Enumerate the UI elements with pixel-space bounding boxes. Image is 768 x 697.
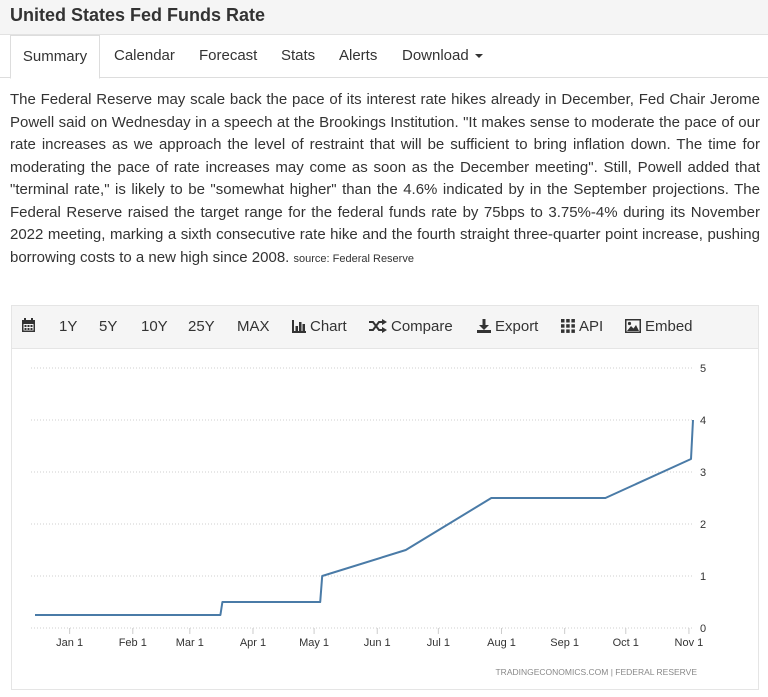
y-tick-label: 2 xyxy=(700,519,706,531)
range-5y-button[interactable]: 5Y xyxy=(99,318,118,335)
x-tick-label: Aug 1 xyxy=(487,637,516,649)
compare-label: Compare xyxy=(391,318,453,335)
chart-toolbar: 1Y 5Y 10Y 25Y MAX Chart Compare Export xyxy=(11,305,759,349)
y-tick-label: 5 xyxy=(700,363,706,375)
x-tick-label: Jan 1 xyxy=(56,637,83,649)
y-axis: 0 1 2 3 4 5 xyxy=(700,363,706,635)
calendar-button[interactable] xyxy=(21,306,40,348)
export-button[interactable]: Export xyxy=(477,306,538,348)
tab-summary[interactable]: Summary xyxy=(10,35,100,79)
summary-text: The Federal Reserve may scale back the p… xyxy=(10,89,760,270)
chart-type-button[interactable]: Chart xyxy=(292,306,347,348)
range-1y-button[interactable]: 1Y xyxy=(59,318,78,335)
y-tick-label: 1 xyxy=(700,571,706,583)
caret-down-icon xyxy=(474,54,483,59)
range-10y-button[interactable]: 10Y xyxy=(141,318,168,335)
embed-button[interactable]: Embed xyxy=(625,306,693,348)
chart-footer: TRADINGECONOMICS.COM | FEDERAL RESERVE xyxy=(495,667,697,677)
compare-button[interactable]: Compare xyxy=(369,306,453,348)
grid-icon xyxy=(561,319,575,333)
x-tick-label: Jun 1 xyxy=(364,637,391,649)
tab-bar: Summary Calendar Forecast Stats Alerts D… xyxy=(0,35,768,79)
title-bar: United States Fed Funds Rate xyxy=(0,0,768,35)
page-title: United States Fed Funds Rate xyxy=(10,5,266,25)
tab-calendar[interactable]: Calendar xyxy=(114,47,175,64)
chart-container: 0 1 2 3 4 5 Jan 1 Feb 1 Mar 1 Apr 1 May 1 Jun 1 Jul… xyxy=(11,347,759,690)
download-icon xyxy=(477,319,491,333)
calendar-icon xyxy=(22,318,35,332)
source-note: source: Federal Reserve xyxy=(293,252,414,265)
export-label: Export xyxy=(495,318,539,335)
x-tick-label: Sep 1 xyxy=(550,637,579,649)
y-tick-label: 0 xyxy=(700,623,706,635)
x-tick-label: Jul 1 xyxy=(427,637,450,649)
range-max-button[interactable]: MAX xyxy=(237,318,270,335)
y-tick-label: 3 xyxy=(700,467,706,479)
x-axis: Jan 1 Feb 1 Mar 1 Apr 1 May 1 Jun 1 Jul 1 Aug 1… xyxy=(56,628,703,649)
range-25y-button[interactable]: 25Y xyxy=(188,318,215,335)
tab-download-label: Download xyxy=(402,47,469,64)
x-tick-label: Feb 1 xyxy=(119,637,147,649)
series-line xyxy=(35,419,694,616)
bar-chart-icon xyxy=(292,320,306,333)
fed-funds-rate-chart: 0 1 2 3 4 5 Jan 1 Feb 1 Mar 1 Apr 1 May 1 Jun 1 Jul… xyxy=(31,363,706,677)
tab-stats[interactable]: Stats xyxy=(281,47,316,64)
tab-download[interactable]: Download xyxy=(402,35,483,77)
tab-forecast[interactable]: Forecast xyxy=(199,47,258,64)
api-label: API xyxy=(579,318,604,335)
tab-alerts[interactable]: Alerts xyxy=(339,47,378,64)
summary-body: The Federal Reserve may scale back the p… xyxy=(10,91,760,266)
x-tick-label: Oct 1 xyxy=(613,637,639,649)
x-tick-label: Apr 1 xyxy=(240,637,266,649)
x-tick-label: May 1 xyxy=(299,637,329,649)
embed-label: Embed xyxy=(645,318,693,335)
chart-series xyxy=(35,419,694,616)
chart-grid xyxy=(31,367,693,629)
chart-type-label: Chart xyxy=(310,318,347,335)
image-icon xyxy=(625,319,641,333)
shuffle-icon xyxy=(369,319,387,333)
x-tick-label: Nov 1 xyxy=(675,637,704,649)
api-button[interactable]: API xyxy=(561,306,603,348)
y-tick-label: 4 xyxy=(700,415,706,427)
x-tick-label: Mar 1 xyxy=(176,637,204,649)
